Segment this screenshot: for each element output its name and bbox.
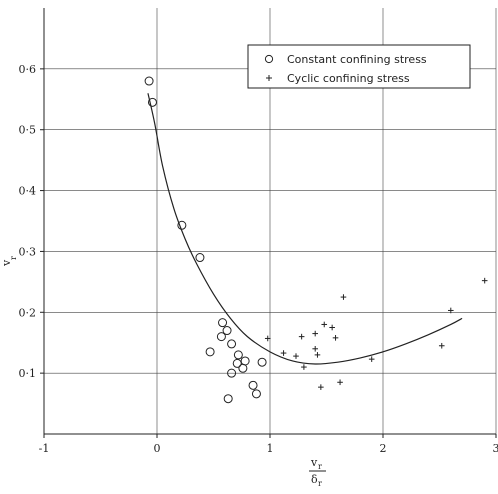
point-cyclic-6 — [312, 330, 318, 337]
legend-label-constant: Constant confining stress — [287, 53, 427, 66]
point-cyclic-9 — [280, 350, 287, 356]
point-cyclic-4 — [329, 324, 335, 331]
point-constant-6 — [216, 332, 226, 342]
y-tick-label-5: 0·6 — [19, 63, 37, 76]
point-cyclic-12 — [314, 352, 321, 358]
x-axis-label-numerator: v — [310, 456, 318, 469]
x-tick-label-4: 3 — [493, 442, 498, 455]
point-cyclic-13 — [301, 364, 307, 370]
legend: Constant confining stress Cyclic confini… — [247, 44, 471, 89]
point-cyclic-5 — [298, 333, 305, 340]
point-constant-11 — [257, 357, 267, 367]
point-constant-2 — [177, 220, 187, 230]
x-axis-label-denominator: δ — [311, 473, 318, 486]
point-constant-10 — [240, 356, 250, 366]
point-cyclic-0 — [340, 294, 347, 300]
point-constant-13 — [238, 363, 248, 373]
legend-circle-marker — [264, 54, 274, 64]
point-constant-7 — [227, 339, 237, 349]
y-axis-label-main: v — [0, 259, 13, 267]
point-constant-4 — [218, 318, 228, 328]
point-constant-5 — [222, 326, 232, 336]
point-constant-15 — [248, 380, 258, 390]
point-constant-14 — [227, 368, 237, 378]
data-points-layer — [144, 76, 488, 404]
point-cyclic-2 — [481, 277, 488, 284]
axes: 0·1 0·2 0·3 0·4 0·5 0·6 -1 0 1 2 3 — [19, 8, 498, 455]
legend-plus-marker — [266, 75, 272, 81]
point-cyclic-10 — [293, 353, 299, 359]
legend-box — [247, 44, 471, 89]
point-constant-3 — [195, 253, 205, 263]
point-cyclic-15 — [438, 342, 445, 349]
y-tick-label-1: 0·2 — [19, 306, 37, 319]
y-tick-label-4: 0·5 — [19, 124, 37, 137]
x-tick-label-2: 1 — [267, 442, 274, 455]
point-cyclic-11 — [312, 346, 318, 352]
point-cyclic-8 — [264, 335, 271, 342]
point-cyclic-14 — [368, 356, 375, 362]
y-tick-label-0: 0·1 — [19, 367, 37, 380]
point-constant-9 — [233, 350, 243, 360]
point-constant-0 — [144, 76, 154, 86]
point-cyclic-1 — [448, 307, 454, 314]
x-tick-label-3: 2 — [380, 442, 387, 455]
point-constant-8 — [205, 347, 215, 357]
fit-curve — [147, 93, 463, 365]
point-cyclic-7 — [332, 335, 339, 341]
x-tick-label-0: -1 — [39, 442, 50, 455]
point-cyclic-3 — [321, 321, 328, 328]
x-axis-label-numerator-sub: r — [318, 462, 322, 471]
y-tick-label-3: 0·4 — [19, 185, 37, 198]
point-constant-17 — [223, 394, 233, 404]
point-constant-12 — [232, 358, 242, 368]
y-axis-label: v r — [0, 256, 18, 267]
point-cyclic-16 — [337, 379, 343, 386]
point-constant-16 — [251, 389, 261, 399]
point-constant-1 — [147, 97, 157, 107]
y-tick-label-2: 0·3 — [19, 245, 37, 258]
x-tick-label-1: 0 — [154, 442, 161, 455]
fit-curve-layer — [147, 93, 463, 365]
point-cyclic-17 — [318, 384, 324, 390]
x-axis-label-denominator-sub: r — [318, 479, 322, 488]
x-axis-label: v r δ r — [309, 456, 326, 488]
legend-label-cyclic: Cyclic confining stress — [287, 72, 410, 85]
y-axis-label-sub: r — [9, 256, 18, 260]
